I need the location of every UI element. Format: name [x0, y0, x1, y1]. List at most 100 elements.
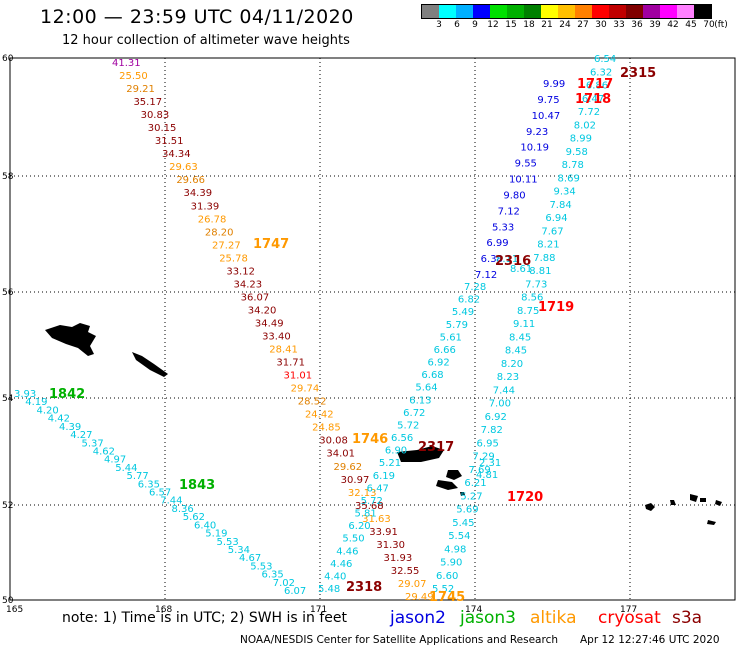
wave-height-value: 29.66 — [176, 175, 205, 186]
island-shape — [397, 446, 444, 462]
footnote: note: 1) Time is in UTC; 2) SWH is in fe… — [62, 610, 348, 626]
wave-height-value: 31.30 — [376, 540, 405, 551]
wave-height-value: 31.63 — [362, 514, 391, 525]
wave-height-value: 4.46 — [330, 559, 352, 570]
pass-time-label: 1747 — [253, 237, 289, 252]
wave-height-value: 31.93 — [384, 553, 413, 564]
wave-height-value: 5.53 — [250, 561, 272, 572]
wave-height-value: 31.51 — [155, 136, 184, 147]
wave-height-value: 5.90 — [440, 558, 462, 569]
wave-height-value: 29.62 — [334, 462, 363, 473]
wave-height-value: 41.31 — [112, 58, 141, 69]
wave-height-value: 5.81 — [355, 509, 377, 520]
wave-height-value: 5.34 — [228, 545, 250, 556]
island-shape — [45, 323, 96, 356]
wave-height-value: 7.29 — [473, 452, 495, 463]
pass-time-label: 2316 — [495, 254, 531, 269]
map-frame — [9, 57, 736, 601]
pass-time-label: 1717 — [577, 77, 613, 92]
wave-height-value: 5.77 — [127, 471, 149, 482]
wave-height-value: 28.41 — [269, 345, 298, 356]
credit-text: NOAA/NESDIS Center for Satellite Applica… — [240, 634, 558, 646]
pass-time-label: 1720 — [507, 490, 543, 505]
wave-height-value: 30.83 — [141, 110, 170, 121]
wave-height-value: 10.11 — [509, 175, 538, 186]
wave-height-value: 10.47 — [532, 111, 561, 122]
pass-time-label: 2318 — [346, 580, 382, 595]
wave-height-value: 5.45 — [452, 518, 474, 529]
wave-height-value: 7.28 — [464, 282, 486, 293]
wave-height-value: 4.27 — [70, 430, 92, 441]
wave-height-value: 5.72 — [361, 496, 383, 507]
wave-height-value: 6.94 — [545, 213, 567, 224]
lon-tick-label: 165 — [6, 605, 23, 615]
wave-height-value: 33.12 — [226, 266, 255, 277]
pass-time-label: 1719 — [538, 300, 574, 315]
wave-height-value: 6.66 — [434, 345, 456, 356]
wave-height-value: 8.21 — [537, 240, 559, 251]
wave-height-value: 6.92 — [428, 358, 450, 369]
wave-height-value: 6.68 — [421, 370, 443, 381]
wave-height-value: 7.44 — [160, 496, 182, 507]
wave-height-value: 5.61 — [440, 332, 462, 343]
pass-time-label: 1745 — [429, 590, 465, 605]
wave-height-value: 6.95 — [477, 438, 499, 449]
wave-height-value: 7.73 — [525, 279, 547, 290]
wave-height-value: 30.97 — [341, 475, 370, 486]
page-title: 12:00 — 23:59 UTC 04/11/2020 — [40, 6, 354, 28]
wave-height-value: 3.93 — [14, 389, 36, 400]
legend-swatch — [473, 5, 490, 18]
legend-swatch — [541, 5, 558, 18]
wave-height-value: 8.99 — [570, 134, 592, 145]
wave-height-value: 31.01 — [284, 371, 313, 382]
wave-height-value: 5.19 — [205, 529, 227, 540]
legend-swatch — [660, 5, 677, 18]
wave-height-value: 4.98 — [444, 544, 466, 555]
wave-height-value: 8.78 — [562, 160, 584, 171]
wave-height-value: 7.12 — [498, 206, 520, 217]
legend-swatch — [456, 5, 473, 18]
wave-height-value: 4.97 — [104, 455, 126, 466]
wave-height-value: 6.35 — [262, 570, 284, 581]
wave-height-value: 7.00 — [489, 399, 511, 410]
legend-label: 42 — [667, 20, 679, 30]
wave-height-value: 6.92 — [485, 412, 507, 423]
satellite-name-s3a: s3a — [672, 608, 703, 628]
legend-label: 30 — [595, 20, 607, 30]
wave-height-value: 4.62 — [93, 446, 115, 457]
wave-height-value: 9.34 — [554, 187, 576, 198]
legend-label: 9 — [472, 20, 478, 30]
wave-height-value: 6.60 — [436, 571, 458, 582]
wave-height-value: 34.01 — [326, 449, 355, 460]
wave-height-value: 6.32 — [590, 67, 612, 78]
wave-height-value: 34.23 — [233, 279, 262, 290]
island-shape — [436, 480, 458, 490]
wave-height-value: 8.36 — [172, 504, 194, 515]
wave-height-value: 8.81 — [529, 266, 551, 277]
legend-label: 15 — [505, 20, 517, 30]
lat-tick-label: 52 — [2, 501, 13, 511]
legend-label: 70 — [703, 20, 715, 30]
timestamp-text: Apr 12 12:27:46 UTC 2020 — [580, 634, 720, 646]
wave-height-value: 28.52 — [298, 397, 327, 408]
wave-height-value: 6.82 — [458, 295, 480, 306]
wave-height-value: 7.84 — [549, 200, 571, 211]
wave-height-value: 6.07 — [284, 586, 306, 597]
island-shape — [446, 470, 462, 480]
legend-color-bar — [421, 4, 712, 19]
wave-height-value: 7.72 — [578, 107, 600, 118]
wave-height-value: 7.69 — [468, 465, 490, 476]
wave-height-value: 4.42 — [48, 414, 70, 425]
wave-height-value: 6.47 — [582, 94, 604, 105]
wave-height-value: 24.42 — [305, 410, 334, 421]
legend-swatch — [626, 5, 643, 18]
legend-swatch — [490, 5, 507, 18]
wave-height-value: 33.40 — [262, 332, 291, 343]
pass-time-label: 1842 — [49, 387, 85, 402]
wave-height-value: 4.46 — [336, 546, 358, 557]
wave-height-value: 24.85 — [312, 423, 341, 434]
wave-height-value: 6.90 — [385, 446, 407, 457]
wave-height-value: 26.78 — [198, 214, 227, 225]
wave-height-value: 31.71 — [276, 358, 305, 369]
